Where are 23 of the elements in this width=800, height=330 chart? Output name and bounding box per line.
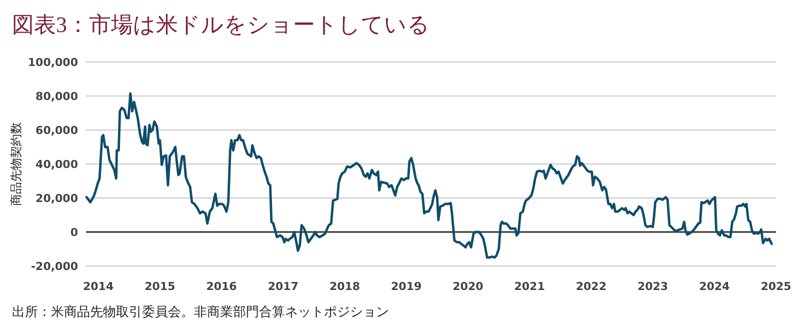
y-tick-label: -20,000 — [30, 260, 78, 273]
line-series — [85, 92, 773, 259]
x-tick-label: 2022 — [576, 280, 606, 293]
y-tick-label: 80,000 — [36, 90, 78, 103]
x-tick-label: 2018 — [329, 280, 360, 293]
x-tick-label: 2024 — [699, 280, 730, 293]
chart-title: 図表3：市場は米ドルをショートしている — [12, 12, 430, 37]
text: 出所：米商品先物取引委員会。非商業部門合算ネットポジション — [12, 304, 389, 319]
y-tick-label: 100,000 — [28, 56, 78, 69]
x-tick-label: 2019 — [391, 280, 422, 293]
x-tick-label: 2025 — [760, 280, 792, 293]
x-tick-label: 2014 — [83, 280, 114, 293]
x-tick-label: 2017 — [268, 280, 298, 293]
x-tick-label: 2023 — [637, 280, 668, 293]
y-tick-label: 60,000 — [36, 124, 78, 137]
x-tick-label: 2021 — [514, 280, 545, 293]
x-tick-label: 2016 — [206, 280, 238, 293]
y-tick-label: 20,000 — [36, 192, 78, 205]
y-tick-label: 40,000 — [36, 158, 78, 171]
x-tick-label: 2015 — [144, 280, 176, 293]
y-tick-label: 0 — [70, 226, 78, 239]
x-tick-label: 2020 — [452, 280, 484, 293]
y-axis-title: 商品先物契約数 — [9, 122, 23, 206]
